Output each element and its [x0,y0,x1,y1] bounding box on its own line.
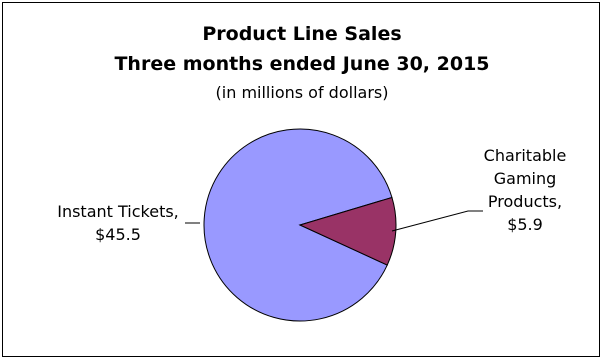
pie-slices [203,128,397,322]
label-instant-tickets-line: $45.5 [95,225,141,244]
label-instant-tickets-line: Instant Tickets, [57,202,179,221]
label-charitable-gaming-line: Charitable [484,146,567,165]
pie-slice-charitable-gaming [298,196,397,266]
label-charitable-gaming-line: $5.9 [507,215,543,234]
pie-slice-instant-tickets [203,128,393,322]
chart-title: Product Line Sales [202,23,401,45]
chart-title-line2: Three months ended June 30, 2015 [114,53,489,75]
label-charitable-gaming-line: Products, [488,192,562,211]
chart-subtitle: (in millions of dollars) [216,83,389,102]
slice-labels: Instant Tickets, $45.5 Charitable Gaming Pro… [57,146,566,244]
leader-line [391,210,483,232]
label-charitable-gaming-line: Gaming [494,169,557,188]
